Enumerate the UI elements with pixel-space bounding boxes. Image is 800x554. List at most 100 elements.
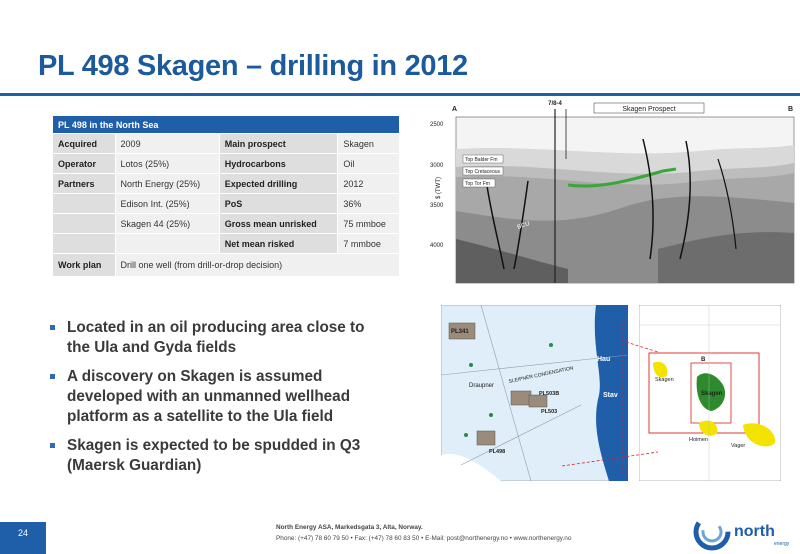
prospect-area xyxy=(743,423,776,447)
license-info-table: PL 498 in the North Sea Acquired 2009 Ma… xyxy=(52,115,401,277)
footer-address: North Energy ASA, Markedsgata 3, Alta, N… xyxy=(276,524,423,531)
map-label: Skagen xyxy=(701,391,723,397)
table-header: PL 498 in the North Sea xyxy=(52,115,400,134)
land-area xyxy=(594,305,628,481)
list-item: Located in an oil producing area close t… xyxy=(50,318,390,358)
prospect-box xyxy=(593,102,705,114)
logo-subtext: energy xyxy=(774,541,790,547)
table-row: Work plan Drill one well (from drill-or-… xyxy=(52,253,401,277)
logo-ring xyxy=(701,521,723,543)
fault-line xyxy=(485,178,505,270)
table-cell-value: Edison Int. (25%) xyxy=(114,193,220,214)
table-row: Edison Int. (25%) PoS 36% xyxy=(52,193,400,214)
list-item: A discovery on Skagen is assumed develop… xyxy=(50,367,390,427)
table-row: Net mean risked 7 mmboe xyxy=(52,233,400,254)
table-cell-value: 2009 xyxy=(114,133,220,154)
prospect-area xyxy=(653,361,668,378)
connector-line xyxy=(561,451,659,467)
license-block xyxy=(476,430,496,446)
bullet-text: A discovery on Skagen is assumed develop… xyxy=(67,368,351,425)
table-cell-value: 75 mmboe xyxy=(337,213,400,234)
table-cell-label xyxy=(52,213,116,234)
depth-tick-label: 3500 xyxy=(430,203,444,209)
table-cell-label xyxy=(52,193,116,214)
horizon-tag xyxy=(462,166,504,176)
field-marker xyxy=(489,413,493,417)
bullet-text: Skagen is expected to be spudded in Q3 (… xyxy=(67,437,361,474)
title-underline xyxy=(0,93,800,96)
table-cell-value: 2012 xyxy=(337,173,400,194)
bullet-icon xyxy=(50,374,55,379)
list-item: Skagen is expected to be spudded in Q3 (… xyxy=(50,436,390,476)
table-cell-value: Drill one well (from drill-or-drop decis… xyxy=(114,253,401,277)
table-cell-value: Skagen xyxy=(337,133,400,154)
fault-line xyxy=(717,158,737,250)
table-row: Skagen 44 (25%) Gross mean unrisked 75 m… xyxy=(52,213,400,234)
map-label: Vager xyxy=(731,443,745,449)
table-cell-value xyxy=(114,233,220,254)
depth-tick-label: 4000 xyxy=(430,243,444,249)
map-label: PL341 xyxy=(451,329,469,335)
map-label: PL503B xyxy=(539,391,559,397)
table-row: Acquired 2009 Main prospect Skagen xyxy=(52,133,400,154)
table-cell-label: Main prospect xyxy=(218,133,339,154)
table-cell-label: Net mean risked xyxy=(218,233,339,254)
section-label-b: B xyxy=(788,106,793,113)
reservoir-marker xyxy=(567,167,677,188)
depth-tick-label: 2500 xyxy=(430,122,444,128)
license-detail-map: B Skagen Skagen Hoimen Vager xyxy=(639,305,781,481)
map-label: Draupner xyxy=(469,383,494,389)
table-cell-label xyxy=(52,233,116,254)
map-label: PL498 xyxy=(489,449,505,455)
table-cell-value: North Energy (25%) xyxy=(114,173,220,194)
field-marker xyxy=(469,363,473,367)
table-cell-label: Hydrocarbons xyxy=(218,153,339,174)
bullet-text: Located in an oil producing area close t… xyxy=(67,319,365,356)
prospect-label: Skagen Prospect xyxy=(622,106,675,113)
prospect-area xyxy=(699,420,718,436)
logo-wordmark: north xyxy=(734,523,775,540)
map-label: Skagen xyxy=(655,377,674,383)
seismic-cross-section: Skagen Prospect 7/8-4 A B 2500 3000 3500… xyxy=(430,101,795,284)
horizon-label: Top Balder Fm xyxy=(465,157,498,163)
bcu-label: BCU xyxy=(517,221,531,231)
pipeline-line xyxy=(460,404,582,466)
table-cell-label: Operator xyxy=(52,153,116,174)
fault-line xyxy=(679,140,692,260)
page-title: PL 498 Skagen – drilling in 2012 xyxy=(38,50,468,82)
table-cell-value: Oil xyxy=(337,153,400,174)
bullet-list: Located in an oil producing area close t… xyxy=(50,318,390,485)
license-block xyxy=(510,390,532,406)
seismic-layer xyxy=(658,232,794,283)
table-cell-label: Expected drilling xyxy=(218,173,339,194)
table-cell-label: PoS xyxy=(218,193,339,214)
connector-line xyxy=(625,341,659,353)
bullet-icon xyxy=(50,443,55,448)
horizon-tag xyxy=(462,154,504,164)
north-energy-logo: north energy xyxy=(693,513,790,551)
table-cell-value: 7 mmboe xyxy=(337,233,400,254)
table-row: Operator Lotos (25%) Hydrocarbons Oil xyxy=(52,153,400,174)
land-area xyxy=(441,454,501,481)
regional-map: PL341 Draupner SLEIPNER CONDENSATION PL5… xyxy=(441,305,628,481)
table-cell-label: Partners xyxy=(52,173,116,194)
map-label: Hoimen xyxy=(689,437,708,443)
table-cell-label: Acquired xyxy=(52,133,116,154)
zoom-box xyxy=(622,322,628,474)
fault-line xyxy=(513,180,529,270)
fault-line xyxy=(642,138,654,260)
table-cell-label: Gross mean unrisked xyxy=(218,213,339,234)
horizon-tag xyxy=(462,178,496,188)
pipeline-line xyxy=(441,354,628,376)
seismic-layer xyxy=(456,239,568,283)
table-row: Partners North Energy (25%) Expected dri… xyxy=(52,173,400,194)
footer: North Energy ASA, Markedsgata 3, Alta, N… xyxy=(276,522,571,544)
table-cell-value: Skagen 44 (25%) xyxy=(114,213,220,234)
axis-label: $ (TWT) xyxy=(436,177,442,199)
field-marker xyxy=(464,433,468,437)
footer-contact: Phone: (+47) 78 60 79 50 • Fax: (+47) 78… xyxy=(276,535,572,542)
field-marker xyxy=(549,343,553,347)
map-label: Hau xyxy=(597,356,610,363)
table-cell-value: Lotos (25%) xyxy=(114,153,220,174)
page-number-bar xyxy=(0,522,46,554)
